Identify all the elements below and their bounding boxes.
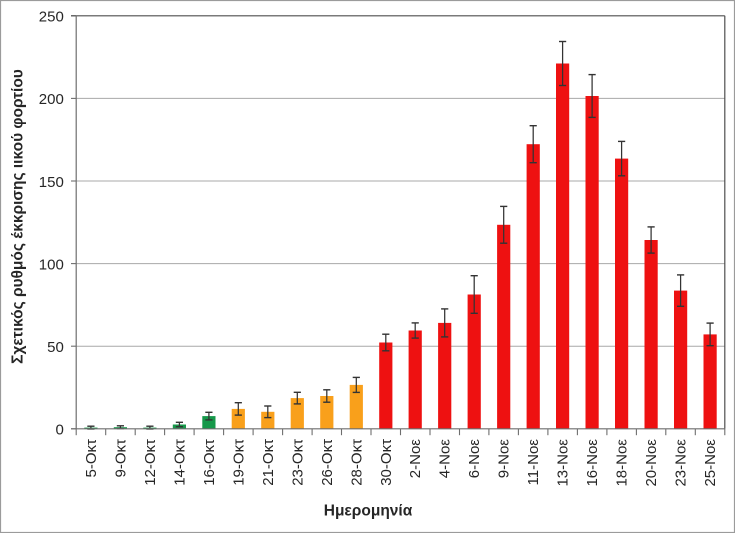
svg-text:200: 200: [39, 91, 64, 108]
svg-text:Σχετικός ρυθμός έκκρισης ιικού: Σχετικός ρυθμός έκκρισης ιικού φορτίου: [10, 69, 27, 364]
svg-text:26-Οκτ: 26-Οκτ: [319, 439, 336, 486]
svg-text:4-Νοε: 4-Νοε: [437, 439, 454, 479]
svg-text:14-Οκτ: 14-Οκτ: [171, 439, 188, 486]
svg-text:100: 100: [39, 256, 64, 273]
svg-text:23-Νοε: 23-Νοε: [673, 439, 690, 487]
svg-text:5-Οκτ: 5-Οκτ: [83, 439, 100, 478]
svg-text:11-Νοε: 11-Νοε: [525, 439, 542, 486]
svg-text:9-Νοε: 9-Νοε: [496, 439, 513, 479]
svg-text:28-Οκτ: 28-Οκτ: [348, 439, 365, 486]
svg-text:12-Οκτ: 12-Οκτ: [142, 439, 159, 486]
svg-text:250: 250: [39, 9, 64, 26]
svg-text:2-Νοε: 2-Νοε: [407, 439, 424, 479]
svg-text:16-Οκτ: 16-Οκτ: [201, 439, 218, 486]
svg-text:19-Οκτ: 19-Οκτ: [230, 439, 247, 486]
svg-text:6-Νοε: 6-Νοε: [466, 439, 483, 479]
svg-text:16-Νοε: 16-Νοε: [584, 439, 601, 487]
svg-text:30-Οκτ: 30-Οκτ: [378, 439, 395, 486]
svg-text:Ημερομηνία: Ημερομηνία: [324, 503, 413, 520]
svg-text:25-Νοε: 25-Νοε: [702, 439, 719, 487]
svg-text:50: 50: [47, 339, 64, 356]
svg-text:9-Οκτ: 9-Οκτ: [112, 439, 129, 478]
svg-text:150: 150: [39, 174, 64, 191]
svg-text:0: 0: [55, 422, 63, 439]
svg-text:13-Νοε: 13-Νοε: [555, 439, 572, 487]
svg-text:21-Οκτ: 21-Οκτ: [260, 439, 277, 486]
svg-text:20-Νοε: 20-Νοε: [643, 439, 660, 487]
svg-text:18-Νοε: 18-Νοε: [614, 439, 631, 487]
svg-text:23-Οκτ: 23-Οκτ: [289, 439, 306, 486]
